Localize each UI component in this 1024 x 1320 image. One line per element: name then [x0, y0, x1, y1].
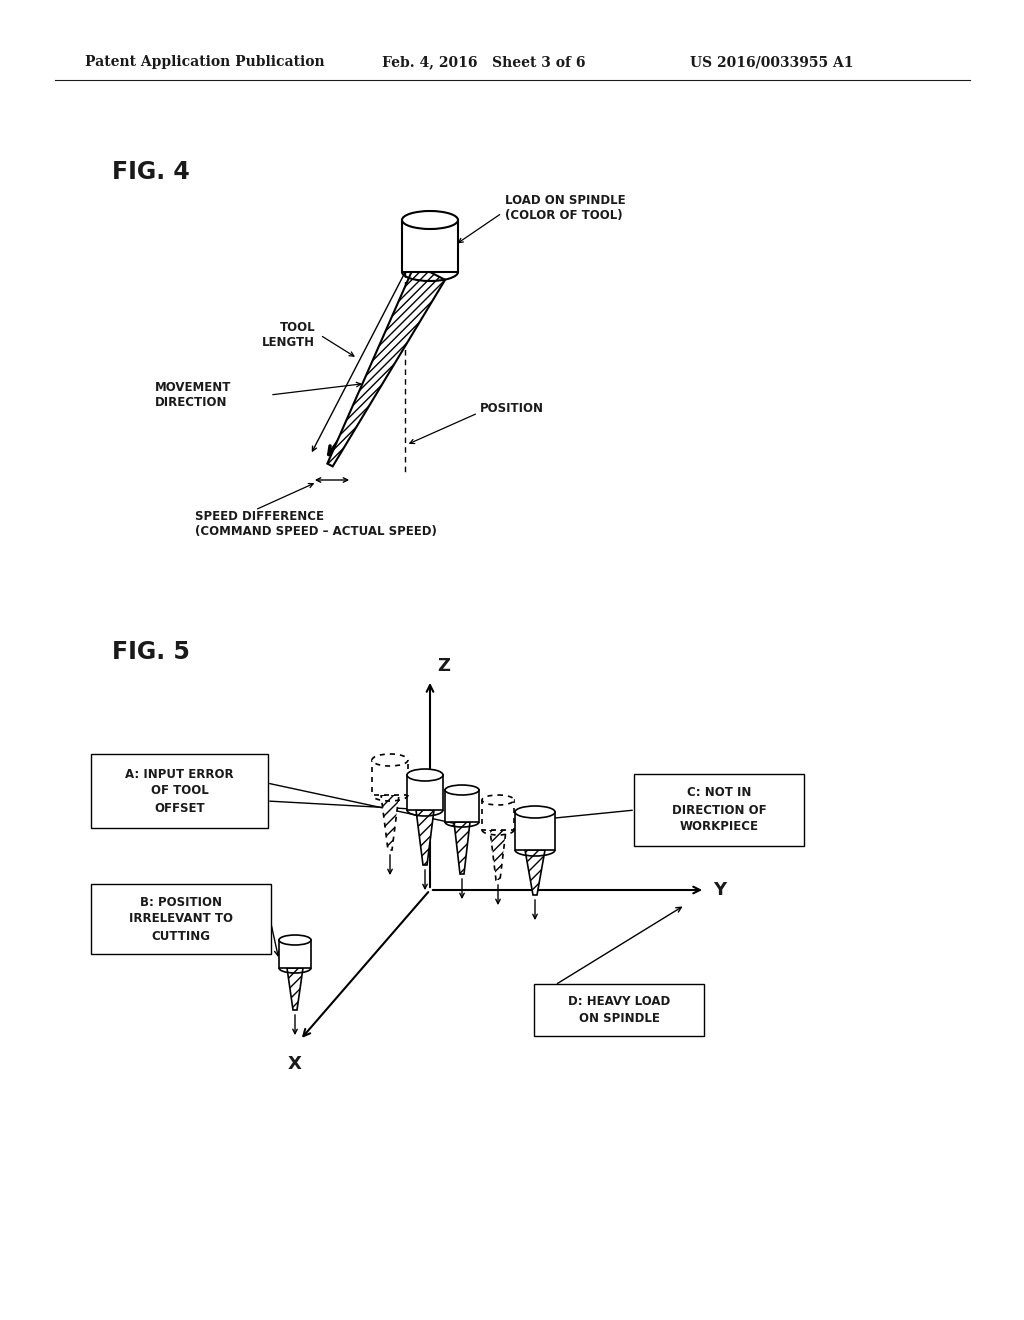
Text: FIG. 4: FIG. 4: [112, 160, 189, 183]
Ellipse shape: [402, 211, 458, 228]
Ellipse shape: [279, 935, 311, 945]
Bar: [445, 789, 479, 822]
Polygon shape: [287, 968, 303, 1010]
Ellipse shape: [407, 770, 443, 781]
Bar: [482, 800, 514, 830]
FancyBboxPatch shape: [91, 754, 268, 828]
Polygon shape: [381, 795, 399, 850]
Ellipse shape: [482, 795, 514, 805]
Text: Feb. 4, 2016   Sheet 3 of 6: Feb. 4, 2016 Sheet 3 of 6: [382, 55, 586, 69]
Text: SPEED DIFFERENCE
(COMMAND SPEED – ACTUAL SPEED): SPEED DIFFERENCE (COMMAND SPEED – ACTUAL…: [195, 510, 437, 539]
Ellipse shape: [372, 754, 408, 766]
Text: TOOL
LENGTH: TOOL LENGTH: [262, 321, 315, 348]
FancyBboxPatch shape: [534, 983, 705, 1036]
Ellipse shape: [515, 807, 555, 818]
Text: Z: Z: [437, 657, 450, 675]
Text: B: POSITION
IRRELEVANT TO
CUTTING: B: POSITION IRRELEVANT TO CUTTING: [129, 895, 233, 942]
Text: FIG. 5: FIG. 5: [112, 640, 189, 664]
Text: POSITION: POSITION: [480, 401, 544, 414]
Polygon shape: [328, 264, 445, 466]
Text: D: HEAVY LOAD
ON SPINDLE: D: HEAVY LOAD ON SPINDLE: [568, 995, 670, 1026]
Bar: [402, 220, 458, 272]
Polygon shape: [490, 830, 506, 880]
Text: A: INPUT ERROR
OF TOOL
OFFSET: A: INPUT ERROR OF TOOL OFFSET: [125, 767, 233, 814]
Text: MOVEMENT
DIRECTION: MOVEMENT DIRECTION: [155, 381, 231, 409]
Polygon shape: [416, 810, 434, 865]
FancyBboxPatch shape: [634, 774, 804, 846]
Ellipse shape: [445, 785, 479, 795]
Polygon shape: [525, 850, 545, 895]
Text: Patent Application Publication: Patent Application Publication: [85, 55, 325, 69]
Text: C: NOT IN
DIRECTION OF
WORKPIECE: C: NOT IN DIRECTION OF WORKPIECE: [672, 787, 766, 833]
Text: X: X: [288, 1055, 302, 1073]
Text: Y: Y: [713, 880, 726, 899]
Polygon shape: [454, 822, 470, 874]
Text: US 2016/0033955 A1: US 2016/0033955 A1: [690, 55, 853, 69]
Bar: [279, 940, 311, 968]
Bar: [372, 760, 408, 795]
Bar: [515, 812, 555, 850]
FancyBboxPatch shape: [91, 884, 271, 954]
Text: LOAD ON SPINDLE
(COLOR OF TOOL): LOAD ON SPINDLE (COLOR OF TOOL): [505, 194, 626, 222]
Bar: [407, 775, 443, 810]
